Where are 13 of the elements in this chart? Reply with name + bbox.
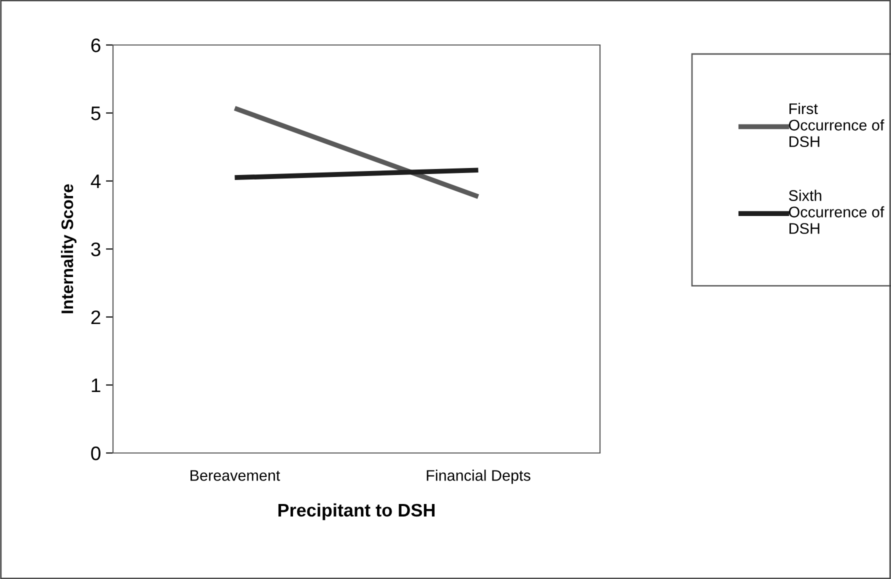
y-tick-label: 4 (90, 174, 101, 188)
x-tick-label: Financial Depts (426, 470, 530, 484)
y-tick-label: 1 (92, 378, 100, 392)
y-tick-label: 3 (91, 242, 100, 256)
legend-label: First Occurrence of DSH (788, 102, 884, 148)
y-axis-title: Internality Score (60, 184, 76, 314)
y-tick-label: 2 (91, 310, 100, 324)
legend-label: Sixth Occurrence of DSH (788, 190, 884, 234)
y-tick-label: 0 (91, 446, 100, 460)
y-tick-label: 5 (91, 106, 100, 120)
x-axis-title: Precipitant to DSH (278, 503, 435, 520)
x-tick-label: Bereavement (190, 470, 280, 481)
y-tick-label: 6 (91, 38, 100, 52)
